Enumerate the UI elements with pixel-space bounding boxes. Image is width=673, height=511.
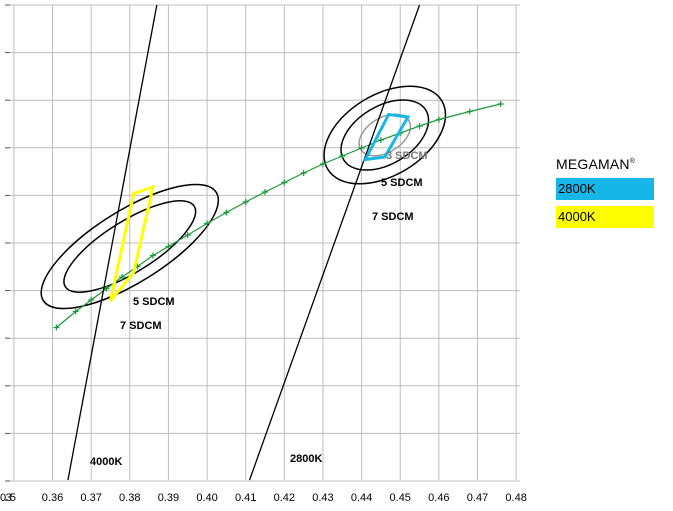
quadrangle-4000k xyxy=(108,184,156,302)
locus-point-marker xyxy=(339,153,346,159)
ellipse-label-7sdcm-2800k: 7 SDCM xyxy=(372,211,414,223)
ellipse-label-5sdcm-4000k: 5 SDCM xyxy=(133,296,175,308)
color-regions xyxy=(108,112,411,302)
x-tick-label: 0.41 xyxy=(235,492,256,504)
x-tick-label: 0.38 xyxy=(119,492,140,504)
chart-gridlines xyxy=(10,4,520,482)
x-tick-label: 0.43 xyxy=(312,492,333,504)
locus-point-marker xyxy=(149,252,156,259)
legend-title: MEGAMAN® xyxy=(556,156,656,172)
x-tick-label: 0.45 xyxy=(390,492,411,504)
locus-point-marker xyxy=(416,123,423,129)
locus-point-marker xyxy=(184,232,191,238)
sdcm-ellipses xyxy=(40,85,447,310)
chart-lines xyxy=(53,4,504,481)
locus-point-marker xyxy=(72,308,79,315)
locus-point-marker xyxy=(242,199,249,205)
legend: MEGAMAN® 2800K 4000K xyxy=(556,156,656,228)
locus-point-marker xyxy=(281,179,288,186)
locus-point-marker xyxy=(223,209,230,216)
locus-point-marker xyxy=(262,189,268,195)
locus-point-marker xyxy=(358,145,365,151)
x-tick-label: 0.47 xyxy=(467,492,488,504)
locus-point-marker xyxy=(204,220,211,227)
sdcm-ellipse-3-sdcm xyxy=(358,113,412,157)
locus-point-marker xyxy=(319,161,326,167)
ellipse-label-3sdcm-2800k: 3 SDCM xyxy=(386,150,428,162)
x-tick-label: 0.37 xyxy=(80,492,101,504)
quadrangle-2800k xyxy=(362,112,411,162)
x-tick-label: 0.42 xyxy=(274,492,295,504)
x-axis-tick-labels: 0.35 0.36 0.37 0.38 0.39 0.40 0.41 0.42 0.43 0.44… xyxy=(0,492,527,504)
sdcm-ellipse-5-sdcm xyxy=(340,99,430,171)
locus-point-marker xyxy=(300,170,307,176)
x-tick-label: 0.46 xyxy=(428,492,449,504)
legend-item-4000k: 4000K xyxy=(556,206,654,228)
locus-point-marker xyxy=(53,324,60,331)
sdcm-ellipse-7-sdcm xyxy=(40,183,220,310)
ellipse-label-5sdcm-2800k: 5 SDCM xyxy=(381,177,423,189)
locus-point-marker xyxy=(466,108,473,115)
x-tick-label: 0.48 xyxy=(505,492,526,504)
legend-item-2800k: 2800K xyxy=(556,178,654,200)
x-tick-label: 0.44 xyxy=(351,492,372,504)
planckian-locus-line xyxy=(55,103,501,328)
locus-point-marker xyxy=(119,274,126,280)
locus-point-marker xyxy=(497,101,504,107)
locus-point-marker xyxy=(88,297,95,303)
sdcm-ellipse-7-sdcm xyxy=(323,85,447,185)
isotherm-label-2800k: 2800K xyxy=(290,453,322,465)
isotherm-line-2800k xyxy=(248,4,421,481)
locus-point-marker xyxy=(103,285,110,292)
isotherm-label-4000k: 4000K xyxy=(90,456,122,468)
isotherm-line-4000k xyxy=(67,4,158,481)
registered-mark: ® xyxy=(629,158,636,165)
x-tick-label: 0.39 xyxy=(158,492,179,504)
x-tick-label: 0.40 xyxy=(196,492,217,504)
locus-point-marker xyxy=(435,116,442,123)
locus-point-marker xyxy=(165,243,172,250)
locus-point-marker xyxy=(377,137,384,143)
legend-title-text: MEGAMAN xyxy=(556,156,630,172)
ellipse-label-7sdcm-4000k: 7 SDCM xyxy=(120,320,162,332)
x-tick-label: 0.35 xyxy=(0,492,16,504)
x-tick-label: 0.36 xyxy=(42,492,63,504)
y-axis-tick-marks xyxy=(5,4,10,482)
